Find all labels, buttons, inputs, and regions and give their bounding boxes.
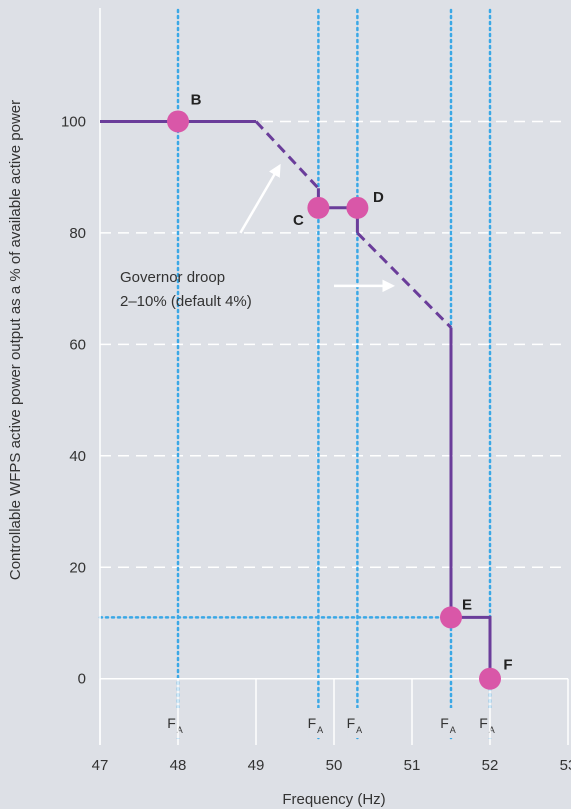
series-segment-4: [449, 327, 492, 679]
point-label-d: D: [373, 189, 384, 206]
fa-label-bg-3: [441, 708, 461, 738]
y-tick-label-40: 40: [69, 448, 86, 465]
x-tick-label-49: 49: [248, 757, 265, 774]
y-tick-label-0: 0: [78, 671, 86, 688]
point-b: [167, 110, 189, 133]
y-axis-label: Controllable WFPS active power output as…: [7, 100, 24, 580]
point-f: [479, 667, 501, 690]
x-tick-label-53: 53: [560, 757, 571, 774]
x-tick-label-48: 48: [170, 757, 187, 774]
fa-label-sub-0: A: [177, 725, 183, 735]
y-tick-label-100: 100: [61, 113, 86, 130]
x-tick-label-47: 47: [92, 757, 109, 774]
point-label-b: B: [191, 91, 202, 108]
annotation-line-2: 2–10% (default 4%): [120, 293, 252, 310]
annotation-arrow-0: [239, 163, 281, 234]
point-c: [307, 196, 330, 219]
x-tick-label-50: 50: [326, 757, 343, 774]
fa-label-bg-1: [308, 708, 329, 738]
point-d: [346, 196, 369, 219]
series-segment-3: [356, 231, 453, 329]
x-tick-label-52: 52: [482, 757, 499, 774]
series: [100, 120, 492, 679]
point-label-c: C: [293, 212, 304, 229]
points: B C D E F: [167, 91, 513, 690]
annotation: Governor droop 2–10% (default 4%): [120, 163, 395, 310]
point-label-f: F: [503, 657, 512, 674]
y-tick-label-20: 20: [69, 559, 86, 576]
point-label-e: E: [462, 596, 472, 613]
fa-label-sub-2: A: [356, 725, 362, 735]
y-tick-label-80: 80: [69, 225, 86, 242]
fa-reference-lines: FA FA FA FA FA: [98, 8, 500, 742]
series-segment-1: [254, 120, 320, 190]
fa-label-sub-3: A: [450, 725, 456, 735]
fa-label-sub-4: A: [489, 725, 495, 735]
fa-label-bg-2: [347, 708, 368, 738]
point-e: [440, 606, 462, 629]
x-axis-label: Frequency (Hz): [282, 791, 385, 808]
grid: [100, 120, 568, 569]
fa-label-sub-1: A: [317, 725, 323, 735]
x-tick-label-51: 51: [404, 757, 421, 774]
y-tick-label-60: 60: [69, 336, 86, 353]
annotation-line-1: Governor droop: [120, 269, 225, 286]
